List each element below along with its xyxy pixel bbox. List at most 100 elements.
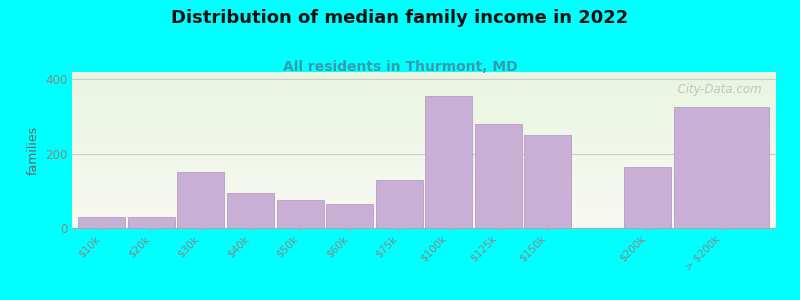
Bar	[72, 137, 776, 139]
Bar	[72, 226, 776, 228]
Bar	[72, 170, 776, 172]
Bar	[72, 111, 776, 112]
Bar	[72, 172, 776, 173]
Bar	[178, 172, 225, 228]
Bar	[72, 133, 776, 134]
Bar	[72, 155, 776, 156]
Bar	[72, 117, 776, 119]
Bar	[72, 125, 776, 127]
Bar	[376, 180, 422, 228]
Bar	[72, 119, 776, 120]
Bar	[72, 186, 776, 188]
Bar	[72, 161, 776, 163]
Bar	[72, 192, 776, 194]
Bar	[72, 220, 776, 222]
Bar	[72, 190, 776, 192]
Bar	[72, 95, 776, 97]
Bar	[72, 106, 776, 108]
Bar	[72, 91, 776, 92]
Bar	[72, 124, 776, 125]
Bar	[72, 206, 776, 208]
Y-axis label: families: families	[26, 125, 39, 175]
Bar	[72, 183, 776, 184]
Bar	[72, 159, 776, 161]
Bar	[623, 167, 670, 228]
Bar	[72, 205, 776, 206]
Bar	[72, 88, 776, 89]
Bar	[72, 131, 776, 133]
Bar	[72, 145, 776, 147]
Bar	[72, 158, 776, 159]
Bar	[72, 153, 776, 155]
Bar	[326, 204, 373, 228]
Bar	[72, 217, 776, 219]
Bar	[72, 175, 776, 176]
Bar	[72, 98, 776, 100]
Bar	[72, 203, 776, 205]
Bar	[72, 122, 776, 124]
Bar	[72, 215, 776, 217]
Bar	[72, 176, 776, 178]
Bar	[72, 198, 776, 200]
Bar	[72, 166, 776, 167]
Bar	[128, 217, 175, 228]
Bar	[72, 114, 776, 116]
Bar	[227, 193, 274, 228]
Bar	[72, 214, 776, 215]
Text: Distribution of median family income in 2022: Distribution of median family income in …	[171, 9, 629, 27]
Bar	[72, 81, 776, 83]
Bar	[72, 110, 776, 111]
Bar	[72, 74, 776, 75]
Bar	[72, 208, 776, 209]
Bar	[72, 152, 776, 153]
Bar	[72, 178, 776, 180]
Bar	[72, 219, 776, 220]
Bar	[72, 223, 776, 225]
Bar	[72, 86, 776, 88]
Bar	[72, 75, 776, 77]
Bar	[72, 197, 776, 198]
Bar	[72, 92, 776, 94]
Bar	[72, 195, 776, 197]
Bar	[72, 102, 776, 103]
Bar	[72, 148, 776, 150]
Bar	[72, 141, 776, 142]
Bar	[475, 124, 522, 228]
Bar	[72, 144, 776, 145]
Bar	[72, 100, 776, 102]
Bar	[524, 135, 571, 228]
Bar	[72, 97, 776, 98]
Text: City-Data.com: City-Data.com	[670, 83, 762, 96]
Bar	[72, 211, 776, 212]
Bar	[72, 184, 776, 186]
Bar	[72, 200, 776, 202]
Bar	[72, 150, 776, 152]
Bar	[72, 222, 776, 223]
Bar	[72, 112, 776, 114]
Bar	[72, 202, 776, 203]
Bar	[72, 209, 776, 211]
Bar	[78, 217, 126, 228]
Bar	[72, 116, 776, 117]
Bar	[72, 212, 776, 214]
Text: All residents in Thurmont, MD: All residents in Thurmont, MD	[282, 60, 518, 74]
Bar	[72, 180, 776, 181]
Bar	[72, 94, 776, 95]
Bar	[72, 225, 776, 226]
Bar	[72, 181, 776, 183]
Bar	[72, 134, 776, 136]
Bar	[72, 127, 776, 128]
Bar	[72, 130, 776, 131]
Bar	[72, 136, 776, 137]
Bar	[72, 156, 776, 158]
Bar	[72, 142, 776, 144]
Bar	[72, 89, 776, 91]
Bar	[72, 163, 776, 164]
Bar	[674, 107, 769, 228]
Bar	[72, 164, 776, 166]
Bar	[72, 169, 776, 170]
Bar	[72, 78, 776, 80]
Bar	[72, 128, 776, 130]
Bar	[72, 77, 776, 78]
Bar	[72, 173, 776, 175]
